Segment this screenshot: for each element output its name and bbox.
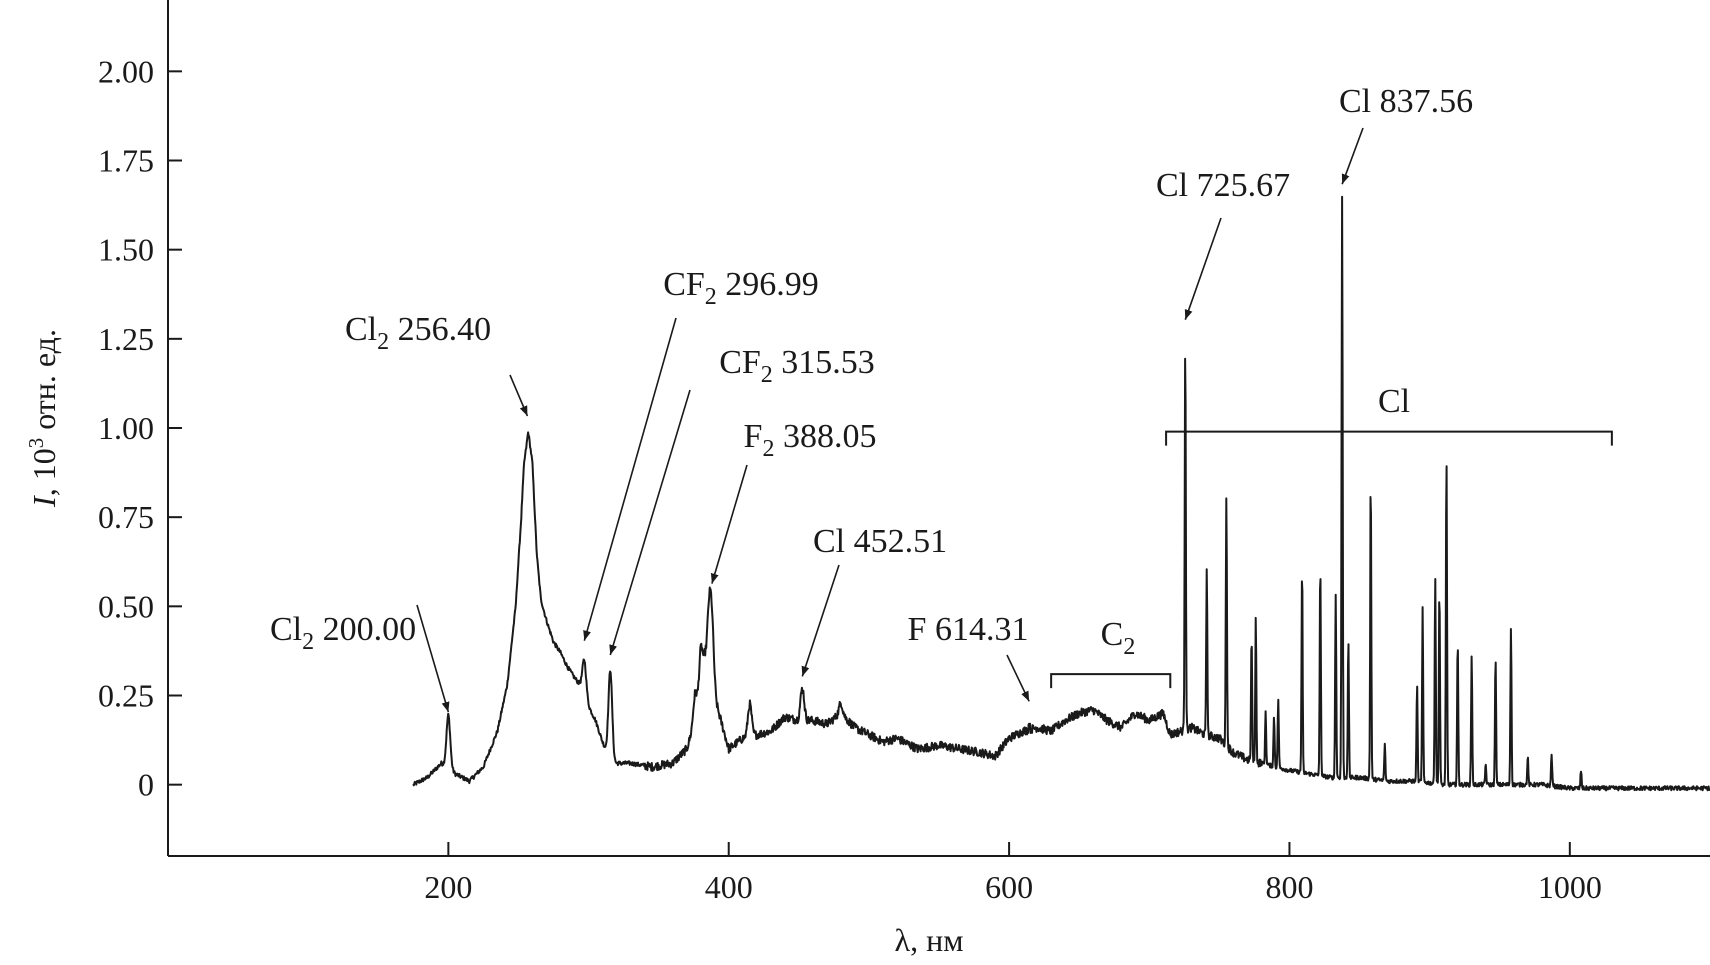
annotation-label-species: Cl	[813, 523, 845, 560]
annotation-label-species: F	[744, 418, 763, 455]
y-axis-label: I, 103 отн. ед.	[24, 329, 62, 508]
y-axis-label-exponent: 3	[24, 438, 48, 449]
y-tick-label: 1.00	[98, 410, 154, 446]
y-tick-label: 0.25	[98, 678, 154, 714]
y-tick-label: 1.25	[98, 321, 154, 357]
annotation-label-species: CF	[663, 266, 705, 303]
annotation-label-subscript: 2	[705, 284, 717, 310]
band-brackets: C2 Cl	[1050, 383, 1613, 689]
annotation-label-subscript: 2	[302, 629, 314, 655]
annotation-label-subscript: 2	[762, 436, 774, 462]
annotation-label-wavelength: 388.05	[774, 418, 876, 455]
annotation-label-wavelength: 725.67	[1188, 167, 1290, 204]
annotation-label-wavelength: 614.31	[926, 611, 1028, 648]
annotation-label-wavelength: 452.51	[845, 523, 947, 560]
annotation-arrow	[1006, 654, 1030, 702]
annotation-label: Cl2 256.40	[345, 311, 491, 355]
annotation-label-species: Cl	[1156, 167, 1188, 204]
annotation-arrow	[609, 389, 691, 656]
band-bracket-label-subscript: 2	[1123, 634, 1135, 660]
spectrum	[412, 195, 1710, 792]
y-axis-label-unit: отн. ед.	[26, 329, 62, 438]
annotation-label: Cl 725.67	[1156, 167, 1290, 204]
annotation-arrow	[801, 564, 840, 677]
x-axis-label: λ, нм	[895, 922, 964, 958]
band-bracket-label: C2	[1101, 616, 1136, 660]
annotation-label: Cl 452.51	[813, 523, 947, 560]
annotation-label-species: Cl	[1339, 83, 1371, 120]
annotation-label-subscript: 2	[761, 362, 773, 388]
annotation-arrow	[1184, 217, 1222, 320]
y-tick-label: 0	[138, 767, 154, 803]
axis-ticks: 200 400 600 800 1000 0 0.25 0.50 0.75 1.00 1.25 1.5…	[98, 53, 1602, 905]
annotation-label-species: Cl	[345, 311, 377, 348]
y-tick-label: 1.75	[98, 143, 154, 179]
band-bracket-label-species: C	[1101, 616, 1124, 653]
y-tick-label: 1.50	[98, 232, 154, 268]
x-tick-label: 400	[705, 869, 753, 905]
annotation-arrow	[1341, 127, 1364, 185]
annotation-label: F 614.31	[908, 611, 1029, 648]
spectrum-line	[412, 195, 1710, 792]
annotation-arrow	[416, 604, 450, 713]
band-bracket-label: Cl	[1378, 383, 1410, 420]
x-tick-label: 200	[424, 869, 472, 905]
annotation-label-wavelength: 256.40	[389, 311, 491, 348]
annotation-label: Cl 837.56	[1339, 83, 1473, 120]
annotation-label-wavelength: 296.99	[717, 266, 819, 303]
annotation-label-wavelength: 200.00	[314, 611, 416, 648]
band-bracket-label-species: Cl	[1378, 383, 1410, 420]
annotation-label-species: Cl	[270, 611, 302, 648]
annotation-arrow	[583, 317, 677, 641]
y-tick-label: 0.50	[98, 588, 154, 624]
x-tick-label: 600	[985, 869, 1033, 905]
annotation-label: CF2 315.53	[719, 344, 875, 388]
annotation-label-wavelength: 315.53	[773, 344, 875, 381]
axes	[167, 0, 1710, 857]
annotation-label: CF2 296.99	[663, 266, 819, 310]
x-tick-label: 1000	[1538, 869, 1602, 905]
band-bracket	[1050, 673, 1172, 689]
annotation-label: Cl2 200.00	[270, 611, 416, 655]
annotation-label-species: CF	[719, 344, 761, 381]
annotation-label-subscript: 2	[377, 329, 389, 355]
x-tick-label: 800	[1265, 869, 1313, 905]
band-bracket	[1165, 430, 1613, 446]
annotation-label: F2 388.05	[744, 418, 877, 462]
y-axis-label-var: I	[26, 495, 62, 508]
annotation-arrow	[509, 374, 529, 417]
annotation-label-wavelength: 837.56	[1371, 83, 1473, 120]
annotation-label-species: F	[908, 611, 927, 648]
y-tick-label: 2.00	[98, 53, 154, 89]
y-tick-label: 0.75	[98, 499, 154, 535]
annotation-arrow	[710, 464, 748, 584]
y-axis-label-scale: , 10	[26, 448, 62, 496]
